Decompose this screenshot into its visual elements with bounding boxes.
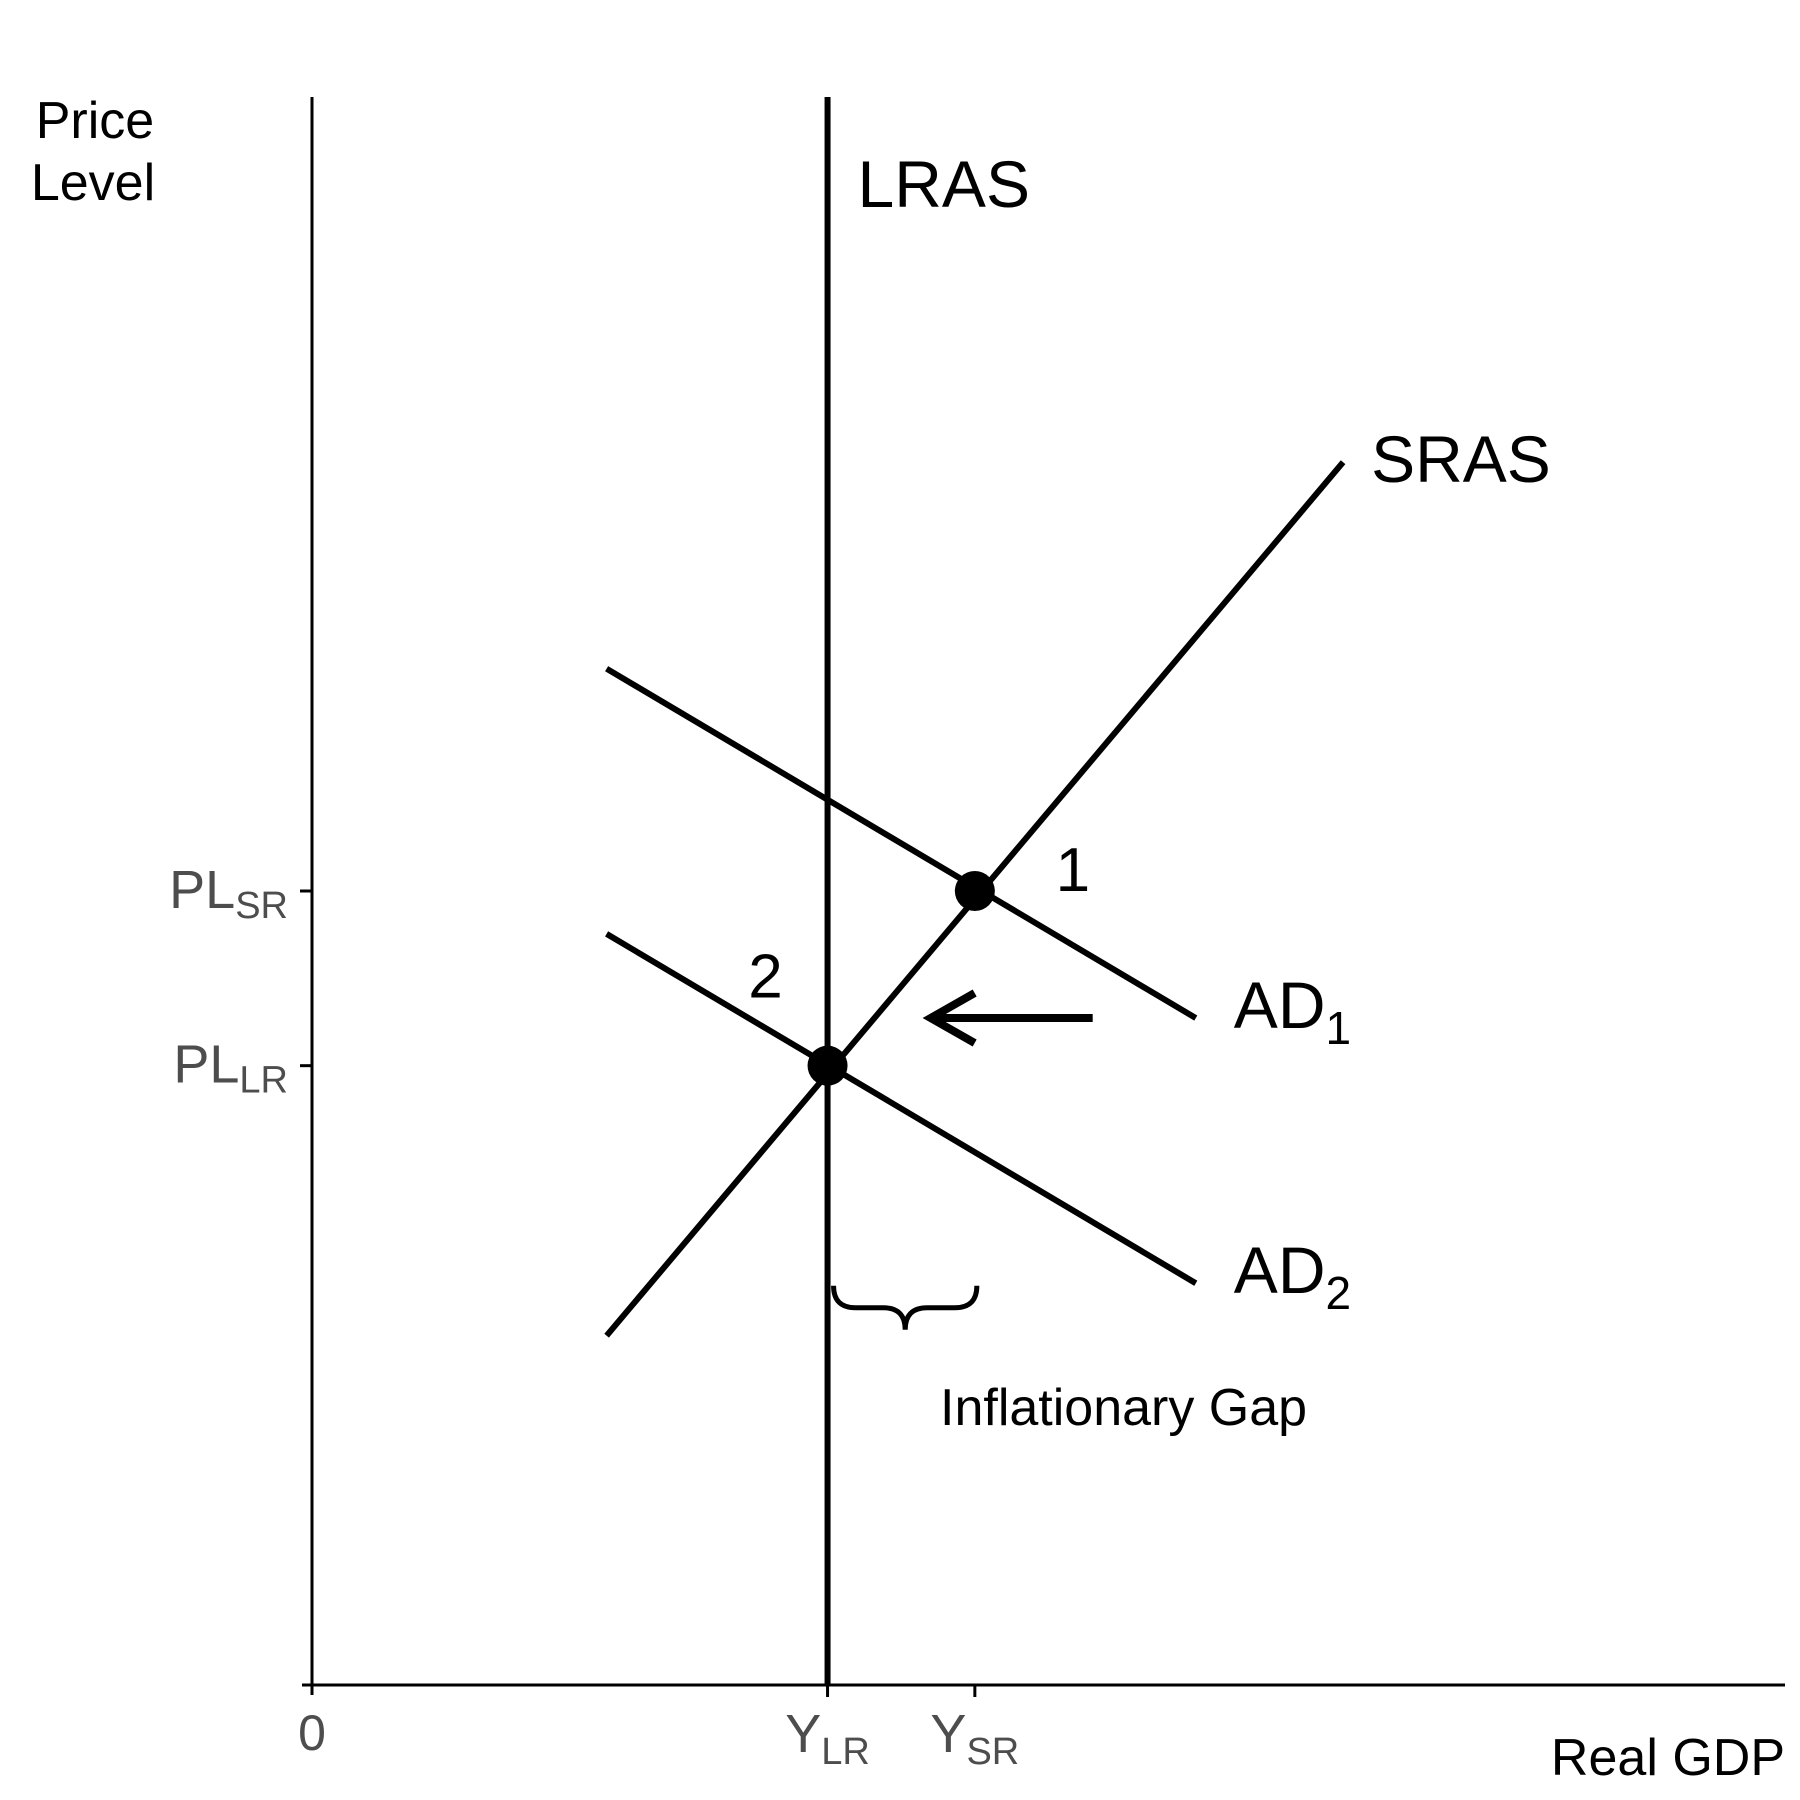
- y-tick-label: PLLR: [173, 1035, 288, 1102]
- gap-brace: [831, 1285, 980, 1330]
- y-axis-title: Price: [36, 92, 154, 150]
- x-tick-label: YLR: [785, 1704, 870, 1773]
- x-axis-title: Real GDP: [1551, 1729, 1785, 1787]
- annotation-layer: Inflationary Gap: [831, 989, 1307, 1437]
- shift-arrow-head: [922, 989, 977, 1047]
- x-tick-label: YSR: [930, 1704, 1019, 1773]
- tick-layer: YLR YSR PLSR PLLR: [169, 860, 1019, 1773]
- curve-label: AD1: [1234, 968, 1351, 1054]
- curve-label: LRAS: [858, 147, 1030, 221]
- equilibria-layer: 12: [748, 836, 1090, 1086]
- gap-label: Inflationary Gap: [940, 1379, 1307, 1437]
- y-axis-title: Level: [31, 154, 155, 212]
- curve-ad2: [605, 931, 1198, 1286]
- equilibrium-point: [807, 1045, 848, 1086]
- curve-label: AD2: [1234, 1233, 1351, 1319]
- equilibrium-point: [954, 871, 995, 911]
- equilibrium-label: 1: [1056, 836, 1090, 905]
- origin-label: 0: [298, 1705, 326, 1761]
- equilibrium-label: 2: [748, 943, 782, 1012]
- y-tick-label: PLSR: [169, 860, 288, 927]
- curve-ad1: [605, 666, 1198, 1021]
- curve-label: SRAS: [1371, 422, 1551, 496]
